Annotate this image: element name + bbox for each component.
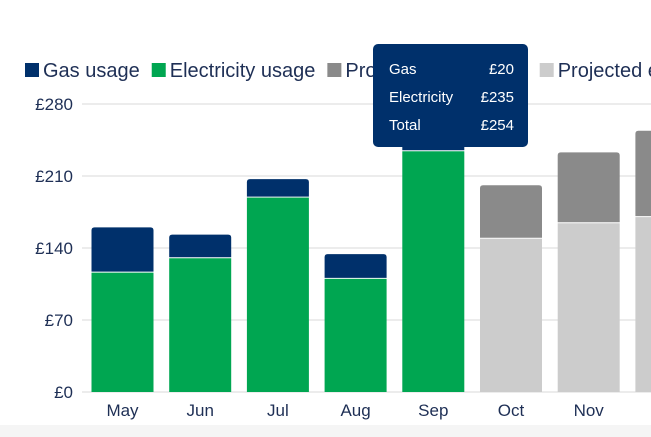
- legend-swatch-projected-electricity-usage: [539, 63, 554, 77]
- bottom-strip: [0, 425, 651, 437]
- y-axis: £0 £70 £140 £210 £280: [35, 95, 73, 402]
- bars: [91, 129, 651, 392]
- bar-nov-projected-gas-usage: [557, 152, 620, 223]
- x-tick-label-aug: Aug: [340, 401, 370, 420]
- bar-oct-projected-gas-usage: [480, 185, 542, 238]
- bar-oct-projected-electricity-usage: [480, 238, 542, 392]
- tooltip-value-electricity: £235: [481, 89, 514, 106]
- bar-jun-gas-usage: [169, 234, 232, 258]
- x-tick-label-oct: Oct: [498, 401, 525, 420]
- bar-dec-projected-electricity-usage: [635, 217, 651, 392]
- x-axis: MayJunJulAugSepOctNovDec: [106, 401, 605, 420]
- bar-may-gas-usage: [91, 227, 154, 272]
- x-tick-label-sep: Sep: [418, 401, 448, 420]
- y-tick-label-280: £280: [35, 95, 73, 114]
- tooltip: Gas £20 Electricity £235 Total £254: [373, 44, 528, 147]
- legend-swatch-electricity-usage: [151, 63, 166, 77]
- x-tick-label-jun: Jun: [186, 401, 213, 420]
- x-tick-label-nov: Nov: [574, 401, 605, 420]
- tooltip-value-gas: £20: [489, 61, 514, 78]
- legend-label-projected-electricity-usage: Projected electricity usage: [558, 60, 651, 82]
- bar-jul-gas-usage: [246, 179, 309, 197]
- bar-dec-projected-gas-usage: [635, 130, 651, 217]
- bar-sep-electricity-usage: [402, 151, 465, 392]
- tooltip-label-total: Total: [389, 117, 421, 134]
- bar-jun-electricity-usage: [169, 258, 232, 392]
- tooltip-label-gas: Gas: [389, 61, 417, 78]
- bar-jul-electricity-usage: [246, 197, 309, 392]
- legend-label-gas-usage: Gas usage: [43, 60, 140, 82]
- x-tick-label-may: May: [106, 401, 139, 420]
- y-tick-label-140: £140: [35, 239, 73, 258]
- y-tick-label-70: £70: [45, 311, 73, 330]
- y-tick-label-0: £0: [54, 383, 73, 402]
- legend-label-electricity-usage: Electricity usage: [170, 60, 316, 82]
- bar-may-electricity-usage: [91, 272, 154, 392]
- x-tick-label-jul: Jul: [267, 401, 289, 420]
- bar-aug-gas-usage: [324, 254, 387, 278]
- tooltip-background: [373, 44, 528, 147]
- legend-swatch-projected-gas-usage: [327, 63, 342, 77]
- legend-swatch-gas-usage: [25, 63, 39, 77]
- bar-aug-electricity-usage: [324, 278, 387, 392]
- tooltip-value-total: £254: [481, 117, 514, 134]
- bar-nov-projected-electricity-usage: [557, 223, 620, 392]
- y-tick-label-210: £210: [35, 167, 73, 186]
- tooltip-label-electricity: Electricity: [389, 89, 454, 106]
